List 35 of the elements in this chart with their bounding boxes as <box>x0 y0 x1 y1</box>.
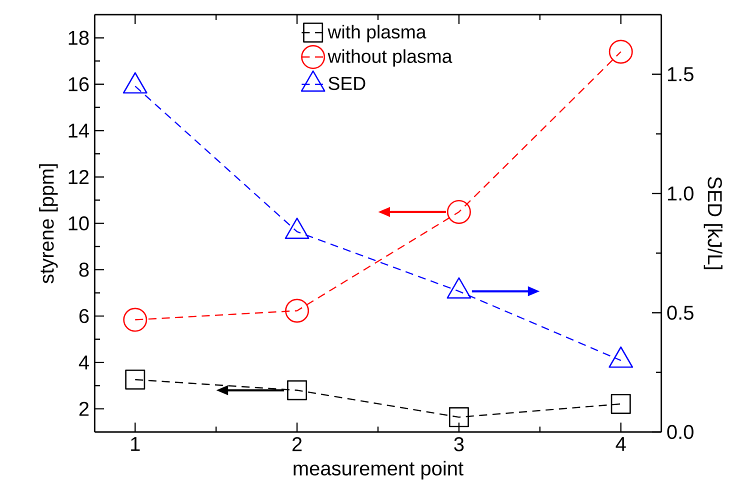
y-tick-label: 2 <box>79 402 89 416</box>
legend-label: without plasma <box>328 49 452 67</box>
point <box>448 407 469 428</box>
y-tick-label: 10 <box>68 216 89 230</box>
point <box>610 394 631 414</box>
x-tick-label: 2 <box>292 437 302 452</box>
y2-tick-label: 1.5 <box>668 67 694 82</box>
x-axis-title: measurement point <box>294 460 464 480</box>
point <box>446 277 472 299</box>
x-tick-label: 1 <box>131 437 140 451</box>
legend-label: with plasma <box>328 24 426 42</box>
point <box>287 380 308 400</box>
y-axis-title: styrene [ppm] <box>39 164 58 284</box>
y-tick-label: 8 <box>79 262 89 277</box>
y2-tick-label: 0.5 <box>667 306 694 320</box>
point <box>123 308 148 332</box>
point <box>122 72 148 94</box>
y2-tick-label: 0.0 <box>667 424 694 440</box>
point <box>608 346 634 368</box>
y-tick-label: 16 <box>68 77 89 92</box>
y2-axis-title: SED [kJ/L] <box>704 176 722 270</box>
x-tick-label: 4 <box>616 437 626 451</box>
point <box>446 200 471 224</box>
point <box>125 370 146 390</box>
x-tick-label: 3 <box>454 437 464 452</box>
y-tick-label: 14 <box>68 124 89 138</box>
y-tick-label: 18 <box>68 30 89 45</box>
legend-label: SED <box>328 76 366 90</box>
point <box>284 218 310 240</box>
point <box>608 40 633 64</box>
point <box>285 298 310 323</box>
y-tick-label: 4 <box>78 356 89 370</box>
y-tick-label: 12 <box>68 170 89 184</box>
y2-tick-label: 1.0 <box>668 186 694 201</box>
y-tick-label: 6 <box>79 308 89 324</box>
